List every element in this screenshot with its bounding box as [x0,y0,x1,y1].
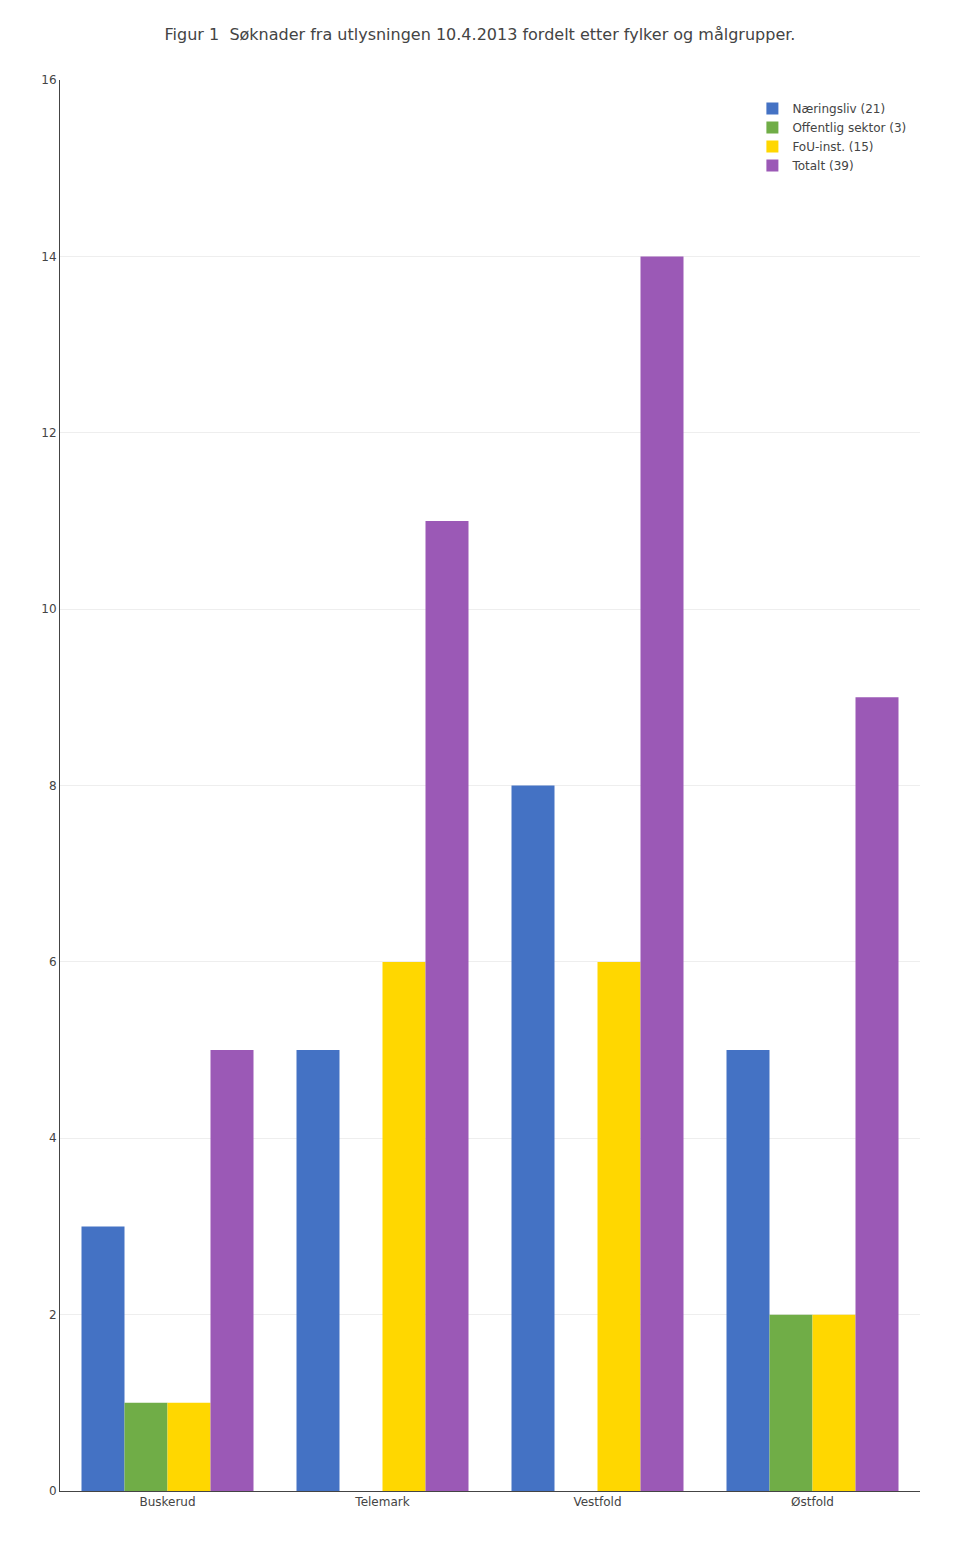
svg-text:0: 0 [49,1484,57,1498]
svg-text:2: 2 [49,1308,57,1322]
svg-text:Totalt (39): Totalt (39) [791,159,853,173]
svg-text:12: 12 [41,426,56,440]
svg-text:Figur 1 Søknader fra utlysnin: Figur 1 Søknader fra utlysningen 10.4.20… [165,25,796,44]
svg-text:Buskerud: Buskerud [139,1495,195,1509]
svg-text:Vestfold: Vestfold [573,1495,621,1509]
svg-text:10: 10 [41,602,56,616]
svg-text:Næringsliv (21): Næringsliv (21) [792,102,885,116]
svg-text:Offentlig sektor (3): Offentlig sektor (3) [792,121,906,135]
svg-text:Telemark: Telemark [354,1495,409,1509]
svg-text:FoU-inst. (15): FoU-inst. (15) [792,140,873,154]
svg-text:14: 14 [41,250,56,264]
svg-text:4: 4 [49,1131,57,1145]
svg-text:6: 6 [49,955,57,969]
svg-text:8: 8 [49,779,57,793]
svg-text:16: 16 [41,73,56,87]
svg-text:Østfold: Østfold [791,1495,834,1509]
